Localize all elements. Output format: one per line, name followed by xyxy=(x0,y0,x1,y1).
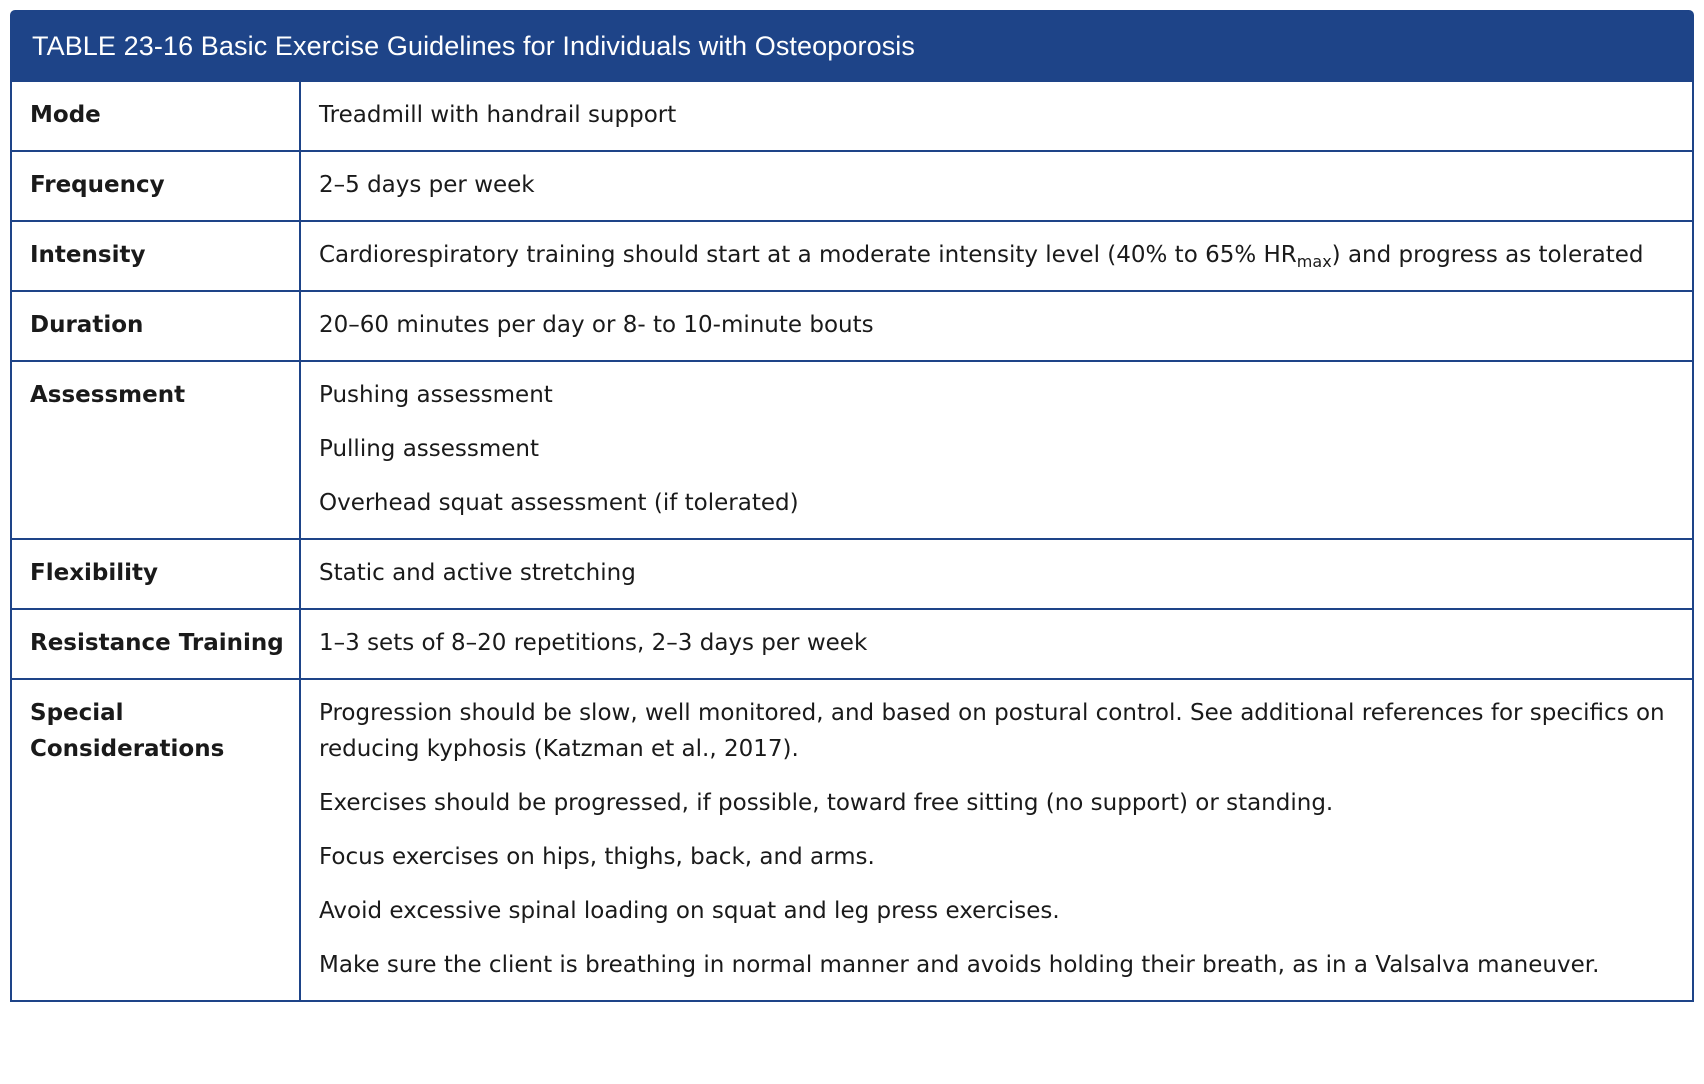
table-row-mode: Mode Treadmill with handrail support xyxy=(12,80,1692,151)
row-label-resistance-training: Resistance Training xyxy=(12,608,301,679)
table-row-special-considerations: Special Considerations Progression shoul… xyxy=(12,678,1692,1000)
label-line: Considerations xyxy=(30,736,225,762)
guidelines-table: TABLE 23-16 Basic Exercise Guidelines fo… xyxy=(10,10,1694,1002)
row-label-frequency: Frequency xyxy=(12,150,301,221)
table-row-duration: Duration 20–60 minutes per day or 8- to … xyxy=(12,290,1692,361)
value-line: 1–3 sets of 8–20 repetitions, 2–3 days p… xyxy=(319,630,868,656)
row-value-intensity: Cardiorespiratory training should start … xyxy=(300,220,1692,291)
table-row-intensity: Intensity Cardiorespiratory training sho… xyxy=(12,220,1692,291)
value-line: 20–60 minutes per day or 8- to 10-minute… xyxy=(319,312,874,338)
table-title: TABLE 23-16 Basic Exercise Guidelines fo… xyxy=(12,12,1692,80)
hr-max-subscript: max xyxy=(1296,252,1332,271)
value-line: Avoid excessive spinal loading on squat … xyxy=(319,898,1060,924)
value-line: Static and active stretching xyxy=(319,560,636,586)
value-line: Treadmill with handrail support xyxy=(319,102,677,128)
table-row-assessment: Assessment Pushing assessment Pulling as… xyxy=(12,360,1692,539)
row-label-mode: Mode xyxy=(12,80,301,151)
intensity-text-end: ) and progress as tolerated xyxy=(1331,242,1644,268)
value-line: 2–5 days per week xyxy=(319,172,535,198)
row-label-assessment: Assessment xyxy=(12,360,301,539)
label-line: Special xyxy=(30,700,124,726)
row-value-duration: 20–60 minutes per day or 8- to 10-minute… xyxy=(300,290,1692,361)
intensity-line: Cardiorespiratory training should start … xyxy=(319,237,1672,273)
row-label-special-considerations: Special Considerations xyxy=(12,678,301,1000)
guidelines-grid: Mode Treadmill with handrail support Fre… xyxy=(12,80,1692,1000)
value-line: Progression should be slow, well monitor… xyxy=(319,700,1665,762)
row-value-special-considerations: Progression should be slow, well monitor… xyxy=(300,678,1692,1000)
row-label-intensity: Intensity xyxy=(12,220,301,291)
table-row-flexibility: Flexibility Static and active stretching xyxy=(12,538,1692,609)
row-value-flexibility: Static and active stretching xyxy=(300,538,1692,609)
table-row-resistance-training: Resistance Training 1–3 sets of 8–20 rep… xyxy=(12,608,1692,679)
row-label-duration: Duration xyxy=(12,290,301,361)
value-line: Overhead squat assessment (if tolerated) xyxy=(319,490,799,516)
intensity-text: Cardiorespiratory training should start … xyxy=(319,242,1297,268)
value-line: Pushing assessment xyxy=(319,382,553,408)
row-value-mode: Treadmill with handrail support xyxy=(300,80,1692,151)
value-line: Focus exercises on hips, thighs, back, a… xyxy=(319,844,875,870)
value-line: Make sure the client is breathing in nor… xyxy=(319,952,1600,978)
value-line: Pulling assessment xyxy=(319,436,540,462)
table-row-frequency: Frequency 2–5 days per week xyxy=(12,150,1692,221)
row-value-resistance-training: 1–3 sets of 8–20 repetitions, 2–3 days p… xyxy=(300,608,1692,679)
row-value-frequency: 2–5 days per week xyxy=(300,150,1692,221)
row-value-assessment: Pushing assessment Pulling assessment Ov… xyxy=(300,360,1692,539)
value-line: Exercises should be progressed, if possi… xyxy=(319,790,1334,816)
row-label-flexibility: Flexibility xyxy=(12,538,301,609)
